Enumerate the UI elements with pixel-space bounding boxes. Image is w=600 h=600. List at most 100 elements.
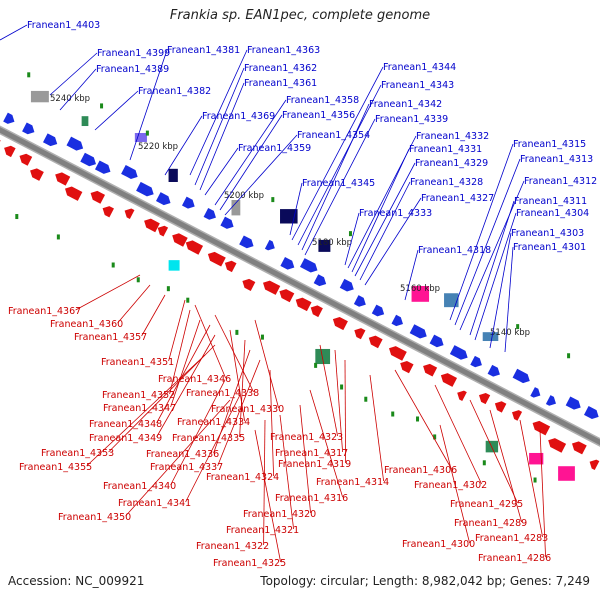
forward-gene-label: Franean1_4361 [244, 78, 317, 89]
forward-gene-label: Franean1_4382 [138, 86, 211, 97]
forward-gene-label: Franean1_4331 [409, 144, 482, 155]
forward-leader-line [49, 52, 98, 96]
reverse-gene-arrow [494, 401, 507, 413]
genome-stats: Topology: circular; Length: 8,982,042 bp… [260, 574, 590, 588]
forward-leader-line [204, 147, 239, 196]
reverse-gene-label: Franean1_4341 [118, 498, 191, 509]
reverse-leader-line [263, 419, 266, 546]
reverse-leader-line [141, 294, 166, 337]
forward-gene-arrow [470, 355, 482, 368]
forward-gene-label: Franean1_4362 [244, 63, 317, 74]
forward-gene-label: Franean1_4369 [202, 111, 275, 122]
forward-leader-line [214, 99, 287, 206]
reverse-leader-line [217, 359, 261, 467]
forward-gene-label: Franean1_4354 [297, 130, 370, 141]
length-label: Length: [372, 574, 419, 588]
reverse-gene-label: Franean1_4320 [243, 509, 316, 520]
reverse-gene-arrow [4, 145, 16, 158]
forward-gene-label: Franean1_4312 [524, 176, 597, 187]
reverse-gene-label: Franean1_4300 [402, 539, 475, 550]
forward-gene-label: Franean1_4359 [238, 143, 311, 154]
reverse-gene-arrow [172, 233, 188, 247]
forward-gene-arrow [339, 278, 354, 292]
forward-gene-label: Franean1_4363 [247, 45, 320, 56]
reverse-leader-line [439, 424, 470, 544]
feature-block [280, 209, 298, 224]
forward-gene-arrow [530, 387, 541, 398]
forward-leader-line [304, 118, 376, 256]
reverse-gene-arrow [90, 190, 106, 204]
reverse-leader-line [279, 414, 294, 530]
forward-gene-arrow [280, 256, 295, 270]
reverse-leader-line [185, 394, 241, 503]
reverse-gene-label: Franean1_4357 [74, 332, 147, 343]
forward-gene-arrow [220, 216, 234, 229]
marker-tick [260, 334, 264, 340]
reverse-gene-label: Franean1_4338 [186, 388, 259, 399]
feature-block [529, 452, 544, 465]
forward-leader-line [164, 115, 203, 176]
feature-block [30, 90, 49, 103]
forward-gene-label: Franean1_4311 [514, 196, 587, 207]
reverse-gene-label: Franean1_4352 [102, 390, 175, 401]
forward-gene-arrow [155, 192, 171, 206]
forward-gene-arrow [391, 314, 403, 327]
reverse-leader-line [369, 374, 384, 482]
reverse-gene-label: Franean1_4316 [275, 493, 348, 504]
marker-tick [416, 416, 420, 422]
reverse-gene-arrow [310, 305, 323, 318]
marker-tick [567, 353, 571, 359]
reverse-leader-line [108, 344, 216, 453]
reverse-leader-line [469, 399, 518, 504]
marker-tick [27, 72, 31, 78]
reverse-gene-arrow [242, 278, 256, 291]
marker-tick [433, 434, 437, 440]
forward-leader-line [454, 158, 521, 326]
reverse-gene-arrow [423, 363, 438, 377]
forward-gene-arrow [583, 405, 599, 419]
marker-tick [391, 411, 395, 417]
reverse-leader-line [86, 354, 206, 467]
reverse-leader-line [156, 324, 211, 424]
marker-tick [56, 234, 60, 240]
reverse-gene-arrow [457, 390, 467, 402]
feature-block [315, 348, 331, 365]
forward-gene-label: Franean1_4381 [167, 45, 240, 56]
reverse-gene-label: Franean1_4295 [450, 499, 523, 510]
reverse-leader-line [75, 274, 141, 311]
marker-tick [348, 231, 352, 237]
reverse-gene-label: Franean1_4353 [41, 448, 114, 459]
reverse-leader-line [489, 409, 522, 523]
reverse-gene-arrow [144, 218, 160, 233]
forward-gene-arrow [545, 395, 556, 406]
forward-leader-line [297, 84, 382, 246]
scale-tick-label: 5180 kbp [312, 238, 352, 248]
forward-leader-line [474, 212, 517, 341]
forward-gene-arrow [264, 239, 275, 251]
genome-backbone [0, 127, 600, 446]
reverse-gene-arrow [55, 172, 71, 186]
forward-gene-label: Franean1_4358 [286, 95, 359, 106]
forward-gene-arrow [313, 274, 327, 287]
forward-leader-line [364, 197, 422, 286]
forward-gene-arrow [42, 133, 58, 147]
reverse-leader-line [169, 309, 191, 395]
scale-tick-label: 5220 kbp [138, 142, 178, 152]
reverse-leader-line [334, 349, 343, 453]
reverse-leader-line [170, 319, 201, 408]
reverse-leader-line [394, 369, 452, 470]
forward-leader-line [354, 162, 416, 277]
reverse-gene-label: Franean1_4286 [478, 553, 551, 564]
forward-gene-label: Franean1_4356 [282, 110, 355, 121]
reverse-gene-label: Franean1_4355 [19, 462, 92, 473]
reverse-gene-label: Franean1_4330 [211, 404, 284, 415]
forward-gene-arrow [449, 345, 468, 360]
reverse-leader-line [229, 329, 245, 422]
forward-gene-arrow [66, 136, 84, 151]
forward-leader-line [289, 182, 303, 236]
forward-gene-label: Franean1_4328 [410, 177, 483, 188]
forward-leader-line [199, 82, 245, 191]
accession-value: NC_009921 [75, 574, 145, 588]
marker-tick [111, 262, 115, 268]
reverse-leader-line [125, 399, 231, 517]
